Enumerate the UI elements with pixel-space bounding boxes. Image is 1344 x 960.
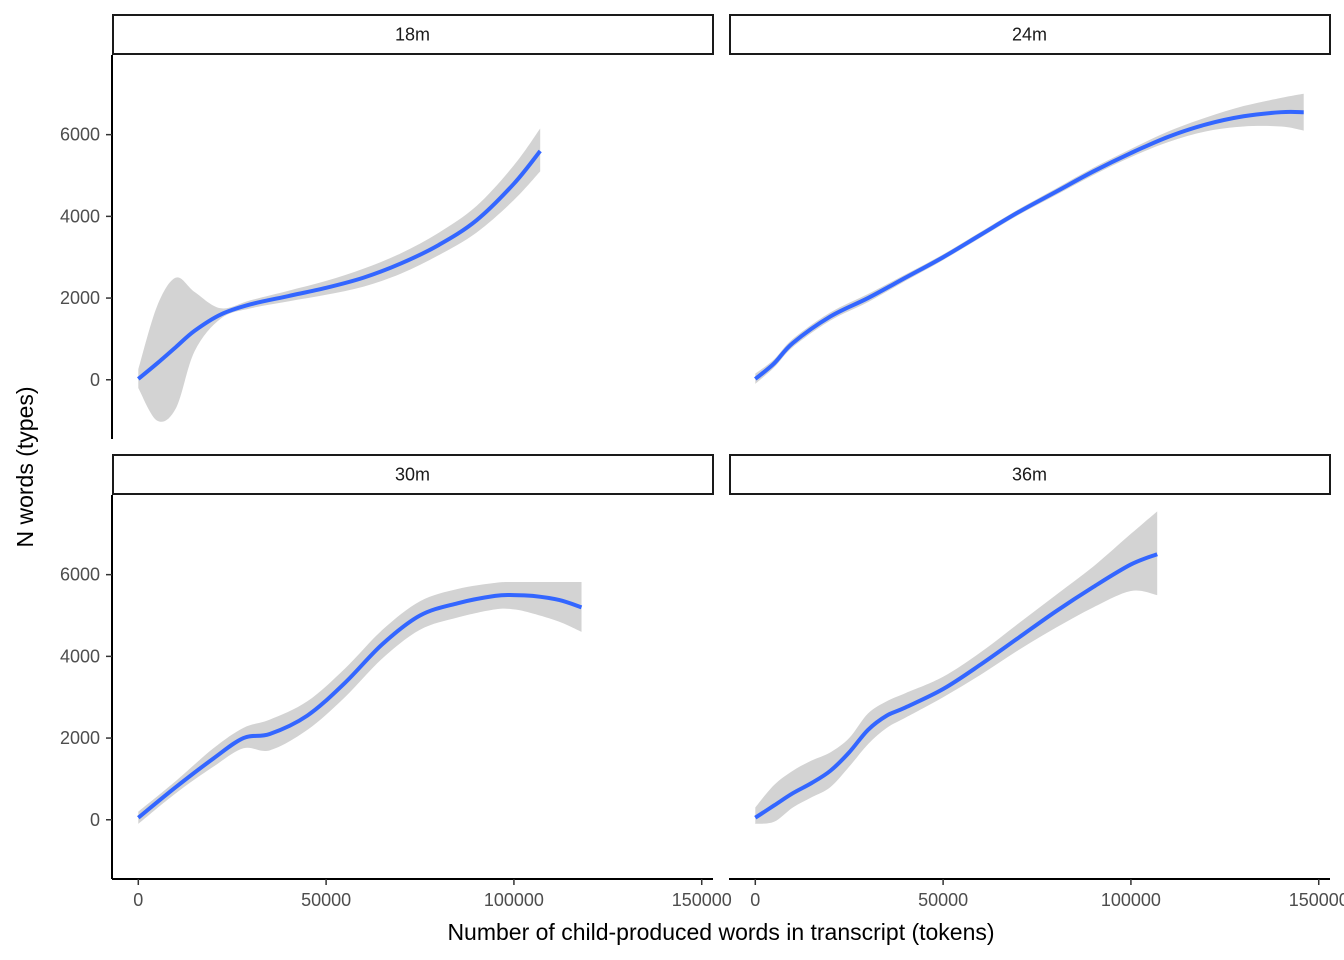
- y-tick-label: 4000: [60, 646, 100, 666]
- facet-label: 30m: [395, 465, 430, 485]
- y-axis-title: N words (types): [12, 386, 38, 547]
- x-tick-label: 50000: [918, 890, 968, 910]
- facet-label: 18m: [395, 25, 430, 45]
- confidence-ribbon-30m: [138, 581, 582, 824]
- y-tick-label: 2000: [60, 288, 100, 308]
- y-tick-label: 2000: [60, 728, 100, 748]
- x-tick-label: 100000: [484, 890, 544, 910]
- facet-strip: [729, 454, 1331, 495]
- y-tick-label: 0: [90, 810, 100, 830]
- panel-24m: 24m: [729, 14, 1331, 384]
- panel-36m: 36m 0 50000 100000 150000: [729, 454, 1344, 910]
- facet-strip: [112, 454, 714, 495]
- x-tick-label: 150000: [672, 890, 732, 910]
- x-tick-label: 50000: [301, 890, 351, 910]
- confidence-ribbon-18m: [138, 128, 541, 422]
- smooth-line-36m: [754, 552, 1158, 820]
- smooth-line-18m: [137, 149, 542, 381]
- facet-strip: [112, 14, 714, 55]
- facet-label: 24m: [1012, 25, 1047, 45]
- confidence-ribbon-36m: [755, 511, 1158, 824]
- x-tick-label: 100000: [1101, 890, 1161, 910]
- panels-layer: 18m 0 2000 4000 6000 24m 30m 0 2000 4000 6000 0 5000…: [60, 14, 1344, 910]
- facet-strip: [729, 14, 1331, 55]
- facet-label: 36m: [1012, 465, 1047, 485]
- smooth-line-30m: [137, 592, 583, 820]
- y-tick-label: 6000: [60, 565, 100, 585]
- y-tick-label: 0: [90, 370, 100, 390]
- panel-30m: 30m 0 2000 4000 6000 0 50000 100000 150000: [60, 454, 732, 910]
- x-tick-label: 150000: [1289, 890, 1344, 910]
- confidence-ribbon-24m: [755, 93, 1304, 384]
- y-tick-label: 6000: [60, 125, 100, 145]
- panel-18m: 18m 0 2000 4000 6000: [60, 14, 714, 439]
- x-axis-title: Number of child-produced words in transc…: [447, 919, 994, 945]
- x-tick-label: 0: [133, 890, 143, 910]
- x-tick-label: 0: [750, 890, 760, 910]
- smooth-line-24m: [754, 109, 1304, 381]
- y-tick-label: 4000: [60, 206, 100, 226]
